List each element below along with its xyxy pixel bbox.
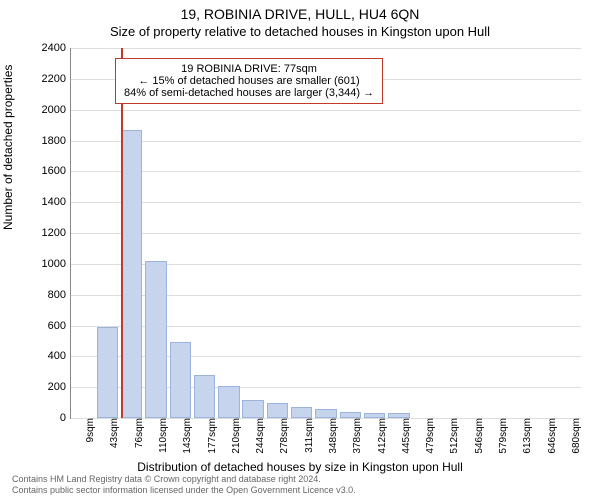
x-tick-label: 512sqm xyxy=(449,418,460,458)
callout-line: ← 15% of detached houses are smaller (60… xyxy=(124,75,374,87)
x-tick-label: 311sqm xyxy=(304,418,315,458)
gridline xyxy=(71,110,581,111)
callout-line: 84% of semi-detached houses are larger (… xyxy=(124,87,374,99)
y-tick-label: 600 xyxy=(26,320,66,332)
y-tick-label: 800 xyxy=(26,289,66,301)
x-tick-label: 9sqm xyxy=(85,418,96,458)
histogram-bar xyxy=(121,130,142,418)
x-tick-label: 412sqm xyxy=(377,418,388,458)
x-tick-label: 378sqm xyxy=(352,418,363,458)
x-tick-label: 348sqm xyxy=(328,418,339,458)
gridline xyxy=(71,48,581,49)
x-tick-label: 143sqm xyxy=(182,418,193,458)
y-axis-label: Number of detached properties xyxy=(1,65,15,230)
gridline xyxy=(71,141,581,142)
x-tick-label: 244sqm xyxy=(255,418,266,458)
x-tick-label: 445sqm xyxy=(401,418,412,458)
y-tick-label: 200 xyxy=(26,381,66,393)
gridline xyxy=(71,202,581,203)
x-tick-label: 110sqm xyxy=(158,418,169,458)
gridline xyxy=(71,233,581,234)
footer-line2: Contains public sector information licen… xyxy=(12,485,356,496)
x-tick-label: 579sqm xyxy=(498,418,509,458)
y-tick-label: 1800 xyxy=(26,135,66,147)
histogram-bar xyxy=(145,261,166,418)
y-tick-label: 1000 xyxy=(26,258,66,270)
title-description: Size of property relative to detached ho… xyxy=(0,24,600,39)
callout-line: 19 ROBINIA DRIVE: 77sqm xyxy=(124,63,374,75)
y-tick-label: 0 xyxy=(26,412,66,424)
histogram-bar xyxy=(170,342,191,418)
histogram-bar xyxy=(194,375,215,418)
x-tick-label: 278sqm xyxy=(279,418,290,458)
y-tick-label: 1200 xyxy=(26,227,66,239)
footer-line1: Contains HM Land Registry data © Crown c… xyxy=(12,474,356,485)
x-tick-label: 76sqm xyxy=(134,418,145,458)
y-tick-label: 1600 xyxy=(26,165,66,177)
x-tick-label: 613sqm xyxy=(522,418,533,458)
histogram-bar xyxy=(242,400,263,419)
x-tick-label: 546sqm xyxy=(474,418,485,458)
property-callout: 19 ROBINIA DRIVE: 77sqm← 15% of detached… xyxy=(115,58,383,104)
y-tick-label: 400 xyxy=(26,350,66,362)
histogram-bar xyxy=(267,403,288,418)
y-tick-label: 2400 xyxy=(26,42,66,54)
histogram-bar xyxy=(218,386,239,418)
x-tick-label: 646sqm xyxy=(547,418,558,458)
x-axis-label: Distribution of detached houses by size … xyxy=(0,460,600,474)
y-tick-label: 2000 xyxy=(26,104,66,116)
histogram-bar xyxy=(315,409,336,418)
x-tick-label: 43sqm xyxy=(109,418,120,458)
footer-attribution: Contains HM Land Registry data © Crown c… xyxy=(12,474,356,496)
x-tick-label: 177sqm xyxy=(207,418,218,458)
gridline xyxy=(71,171,581,172)
histogram-bar xyxy=(291,407,312,418)
x-tick-label: 479sqm xyxy=(425,418,436,458)
x-tick-label: 680sqm xyxy=(571,418,582,458)
histogram-bar xyxy=(97,327,118,418)
x-tick-label: 210sqm xyxy=(231,418,242,458)
chart-container: 19, ROBINIA DRIVE, HULL, HU4 6QN Size of… xyxy=(0,0,600,500)
y-tick-label: 2200 xyxy=(26,73,66,85)
y-tick-label: 1400 xyxy=(26,196,66,208)
title-address: 19, ROBINIA DRIVE, HULL, HU4 6QN xyxy=(0,6,600,22)
